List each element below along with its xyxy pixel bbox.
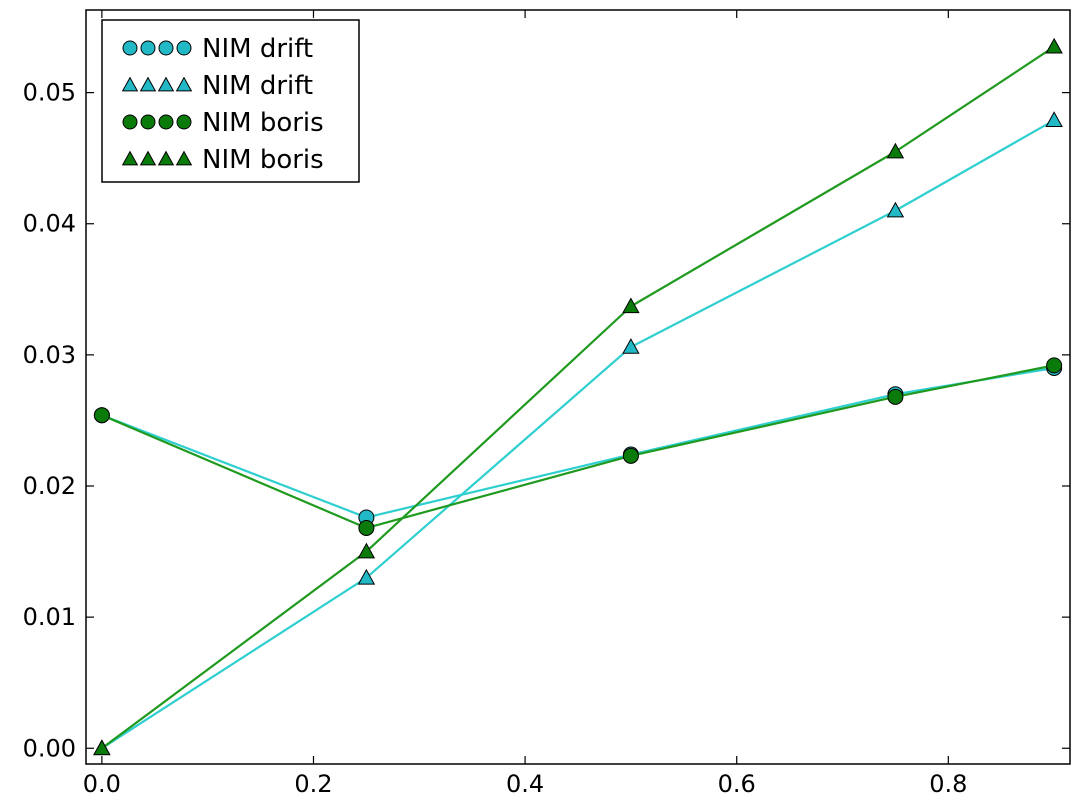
series-line <box>101 364 1055 530</box>
series-line <box>101 119 1055 750</box>
legend-entry: NIM drift <box>121 71 313 101</box>
y-tick-label: 0.02 <box>23 472 76 500</box>
data-point <box>93 407 110 424</box>
series-layer <box>93 37 1063 756</box>
legend-marker <box>157 76 175 92</box>
legend-marker <box>176 114 192 130</box>
y-tick-label: 0.00 <box>23 734 76 762</box>
legend-marker <box>158 40 174 56</box>
legend-marker <box>139 76 157 92</box>
y-tick-label: 0.04 <box>23 210 76 238</box>
legend-entry: NIM boris <box>122 108 324 138</box>
legend-label: NIM drift <box>202 34 313 64</box>
data-point <box>1045 37 1063 54</box>
data-point <box>886 201 905 218</box>
legend-marker <box>158 114 174 130</box>
x-tick-label: 0.6 <box>718 770 756 798</box>
data-point <box>622 297 640 314</box>
legend-marker <box>140 40 156 56</box>
legend-label: NIM boris <box>202 108 324 138</box>
legend-entry: NIM boris <box>121 145 324 175</box>
legend-marker <box>121 150 139 166</box>
x-tick-label: 0.8 <box>929 770 967 798</box>
x-tick-label: 0.0 <box>83 770 121 798</box>
series-1 <box>93 111 1063 756</box>
y-tick-label: 0.05 <box>23 79 76 107</box>
data-point <box>1045 111 1063 127</box>
x-tick-label: 0.4 <box>506 770 544 798</box>
legend-marker <box>140 114 156 130</box>
data-point <box>887 388 904 405</box>
data-point <box>357 542 376 559</box>
legend-marker <box>175 150 193 166</box>
legend-marker <box>122 114 138 130</box>
data-point <box>357 568 376 585</box>
x-tick-label: 0.2 <box>294 770 332 798</box>
data-point <box>886 142 905 159</box>
data-point <box>622 338 640 354</box>
y-tick-label: 0.01 <box>23 603 76 631</box>
legend-label: NIM drift <box>202 71 313 101</box>
legend-marker <box>157 150 175 166</box>
legend-marker <box>175 76 193 92</box>
data-point <box>1046 357 1063 374</box>
legend-marker <box>121 76 139 92</box>
y-tick-label: 0.03 <box>23 341 76 369</box>
series-0 <box>93 359 1063 526</box>
legend-label: NIM boris <box>202 145 324 175</box>
data-point <box>358 519 375 536</box>
series-3 <box>93 37 1063 756</box>
axes-layer: 0.0 0.2 0.4 0.6 0.8 0.00 0.01 0.02 0.03 0.04 0.05 <box>23 9 1071 798</box>
series-2 <box>93 357 1063 536</box>
legend-marker <box>176 40 192 56</box>
legend-marker <box>122 40 138 56</box>
data-point <box>622 447 639 464</box>
legend-entry: NIM drift <box>122 34 313 64</box>
series-line <box>101 366 1055 519</box>
legend: NIM drift NIM drift NIM boris NIM boris <box>101 19 360 183</box>
legend-marker <box>139 150 157 166</box>
data-point <box>93 739 111 756</box>
plot-frame <box>85 9 1071 765</box>
